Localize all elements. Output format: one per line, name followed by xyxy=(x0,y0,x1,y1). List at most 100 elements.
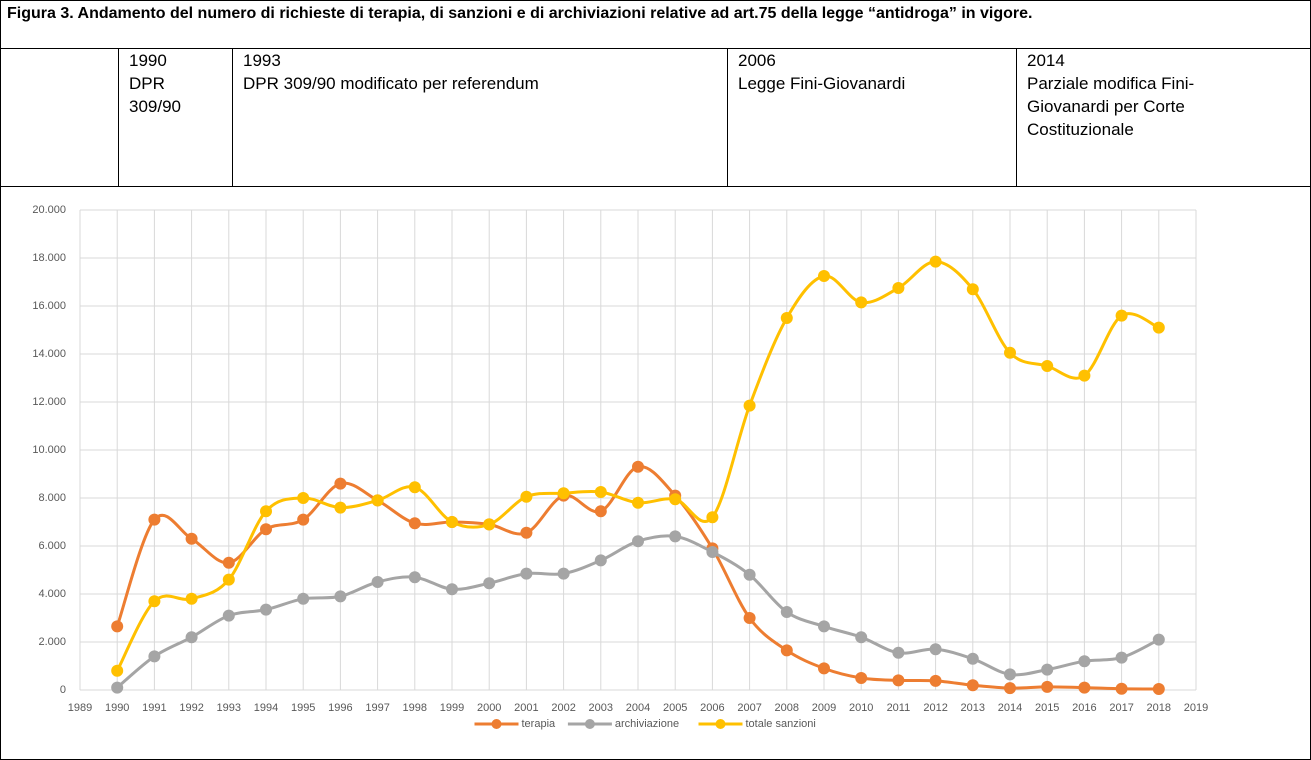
data-point xyxy=(222,556,235,569)
x-tick-label: 2015 xyxy=(1035,702,1059,714)
data-point xyxy=(111,620,124,633)
data-point xyxy=(148,650,161,663)
period-text: Legge Fini-Giovanardi xyxy=(738,74,906,93)
data-point xyxy=(520,567,533,580)
x-tick-label: 2011 xyxy=(887,702,911,714)
period-text: Giovanardi per Corte xyxy=(1027,97,1185,116)
period-year: 2014 xyxy=(1027,51,1065,70)
data-point xyxy=(185,532,198,545)
period-text: DPR xyxy=(129,74,165,93)
x-tick-label: 1997 xyxy=(365,702,389,714)
data-point xyxy=(743,399,756,412)
x-tick-label: 2010 xyxy=(849,702,873,714)
data-point xyxy=(892,674,905,687)
data-point xyxy=(1152,683,1165,696)
x-tick-label: 1992 xyxy=(179,702,203,714)
data-point xyxy=(1115,682,1128,695)
series-line xyxy=(115,260,1160,672)
data-point xyxy=(148,595,161,608)
figure-title: Figura 3. Andamento del numero di richie… xyxy=(0,0,1311,49)
data-point xyxy=(483,577,496,590)
x-tick-label: 2004 xyxy=(626,702,650,714)
x-tick-label: 2007 xyxy=(737,702,761,714)
data-point xyxy=(408,481,421,494)
data-point xyxy=(780,606,793,618)
x-tick-label: 1991 xyxy=(142,702,166,714)
data-point xyxy=(1041,663,1054,676)
data-point xyxy=(1115,309,1128,322)
y-tick-label: 20.000 xyxy=(32,204,66,216)
data-point xyxy=(632,535,644,548)
data-point xyxy=(297,492,310,504)
data-point xyxy=(669,530,682,543)
x-tick-label: 2006 xyxy=(700,702,724,714)
y-tick-label: 8.000 xyxy=(38,492,66,504)
data-point xyxy=(594,554,607,567)
x-tick-label: 2013 xyxy=(961,702,985,714)
legend-label: archiviazione xyxy=(615,718,679,730)
data-point xyxy=(148,513,161,526)
period-year: 1990 xyxy=(129,51,167,70)
data-point xyxy=(743,568,756,581)
chart: 0 2.000 4.000 6.000 8.000 10.000 12.000 14.000 1… xyxy=(32,204,1208,730)
period-year: 1993 xyxy=(243,51,281,70)
data-point xyxy=(594,505,607,518)
data-point xyxy=(966,679,979,692)
data-point xyxy=(185,592,198,605)
x-tick-label: 2018 xyxy=(1147,702,1171,714)
data-point xyxy=(408,571,421,584)
data-point xyxy=(371,494,384,507)
x-tick-label: 1996 xyxy=(328,702,352,714)
period-text: Costituzionale xyxy=(1027,120,1134,139)
period-cell: 2006 Legge Fini-Giovanardi xyxy=(727,48,1017,187)
legend-marker xyxy=(491,719,502,729)
data-point xyxy=(520,526,533,539)
legend-marker xyxy=(715,719,726,729)
x-tick-label: 2002 xyxy=(551,702,575,714)
x-tick-label: 2000 xyxy=(477,702,501,714)
data-point xyxy=(1078,655,1091,668)
x-tick-label: 2003 xyxy=(589,702,613,714)
data-point xyxy=(297,513,310,526)
legend-label: totale sanzioni xyxy=(746,718,816,730)
data-point xyxy=(1041,680,1054,693)
data-point xyxy=(818,662,830,675)
data-point xyxy=(111,664,124,677)
empty-cell xyxy=(0,48,119,187)
data-point xyxy=(222,609,235,622)
data-point xyxy=(855,631,868,644)
data-point xyxy=(929,255,942,268)
y-tick-label: 14.000 xyxy=(32,348,66,360)
data-point xyxy=(966,652,979,665)
data-point xyxy=(260,603,272,616)
y-tick-label: 12.000 xyxy=(32,396,66,408)
data-point xyxy=(111,681,124,694)
data-point xyxy=(1152,321,1165,334)
data-point xyxy=(892,282,905,294)
data-point xyxy=(260,505,272,518)
data-point xyxy=(632,496,644,509)
data-point xyxy=(855,296,868,309)
x-tick-label: 2016 xyxy=(1072,702,1096,714)
period-text: Parziale modifica Fini- xyxy=(1027,74,1195,93)
data-point xyxy=(408,517,421,530)
period-text: DPR 309/90 modificato per referendum xyxy=(243,74,539,93)
data-point xyxy=(929,643,942,656)
data-point xyxy=(334,590,347,603)
x-tick-label: 2019 xyxy=(1184,702,1208,714)
legend-marker xyxy=(584,719,595,729)
data-point xyxy=(966,283,979,296)
data-point xyxy=(1115,651,1128,664)
data-point xyxy=(706,511,719,524)
data-point xyxy=(446,516,458,528)
legend-label: terapia xyxy=(522,718,557,730)
data-point xyxy=(1004,668,1016,681)
data-point xyxy=(1004,682,1016,695)
y-tick-label: 16.000 xyxy=(32,300,66,312)
y-tick-label: 2.000 xyxy=(38,636,66,648)
x-tick-label: 2017 xyxy=(1109,702,1133,714)
data-point xyxy=(632,460,644,473)
x-tick-label: 2001 xyxy=(514,702,538,714)
data-point xyxy=(892,646,905,659)
